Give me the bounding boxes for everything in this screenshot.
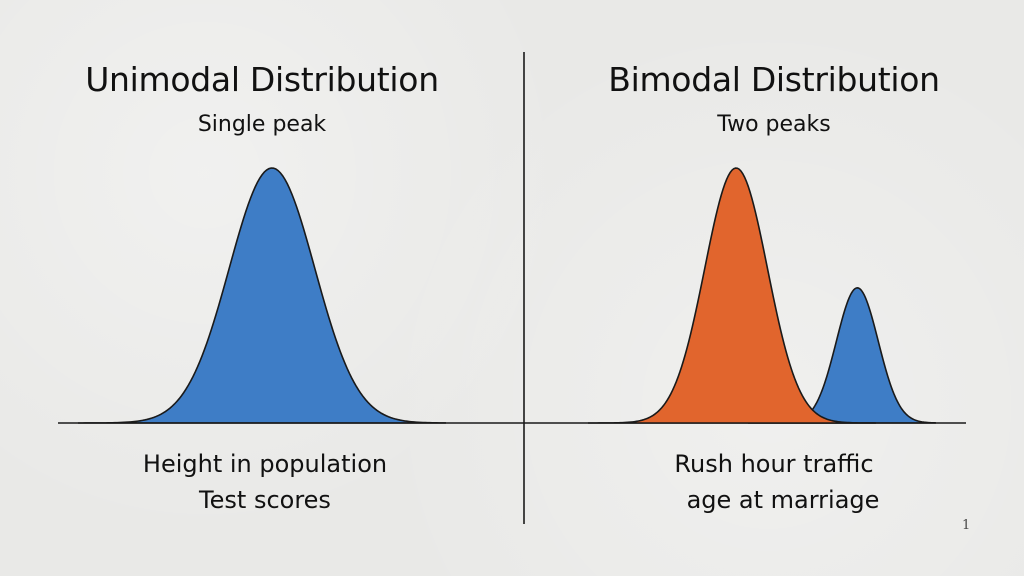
unimodal-examples: Height in population Test scores <box>0 446 530 518</box>
bimodal-subtitle: Two peaks <box>717 112 831 137</box>
bimodal-example-1: Rush hour traffic <box>674 450 874 478</box>
unimodal-subtitle: Single peak <box>197 112 327 137</box>
bimodal-primary-peak <box>587 167 877 424</box>
bimodal-title: Bimodal Distribution <box>608 60 940 99</box>
unimodal-title: Unimodal Distribution <box>85 60 439 99</box>
page-number: 1 <box>962 518 971 533</box>
unimodal-curve <box>77 167 447 424</box>
bimodal-examples: Rush hour traffic age at marriage <box>524 446 1024 518</box>
unimodal-example-1: Height in population <box>142 450 388 478</box>
unimodal-example-2: Test scores <box>199 486 331 514</box>
bimodal-example-2: age at marriage <box>686 486 880 514</box>
